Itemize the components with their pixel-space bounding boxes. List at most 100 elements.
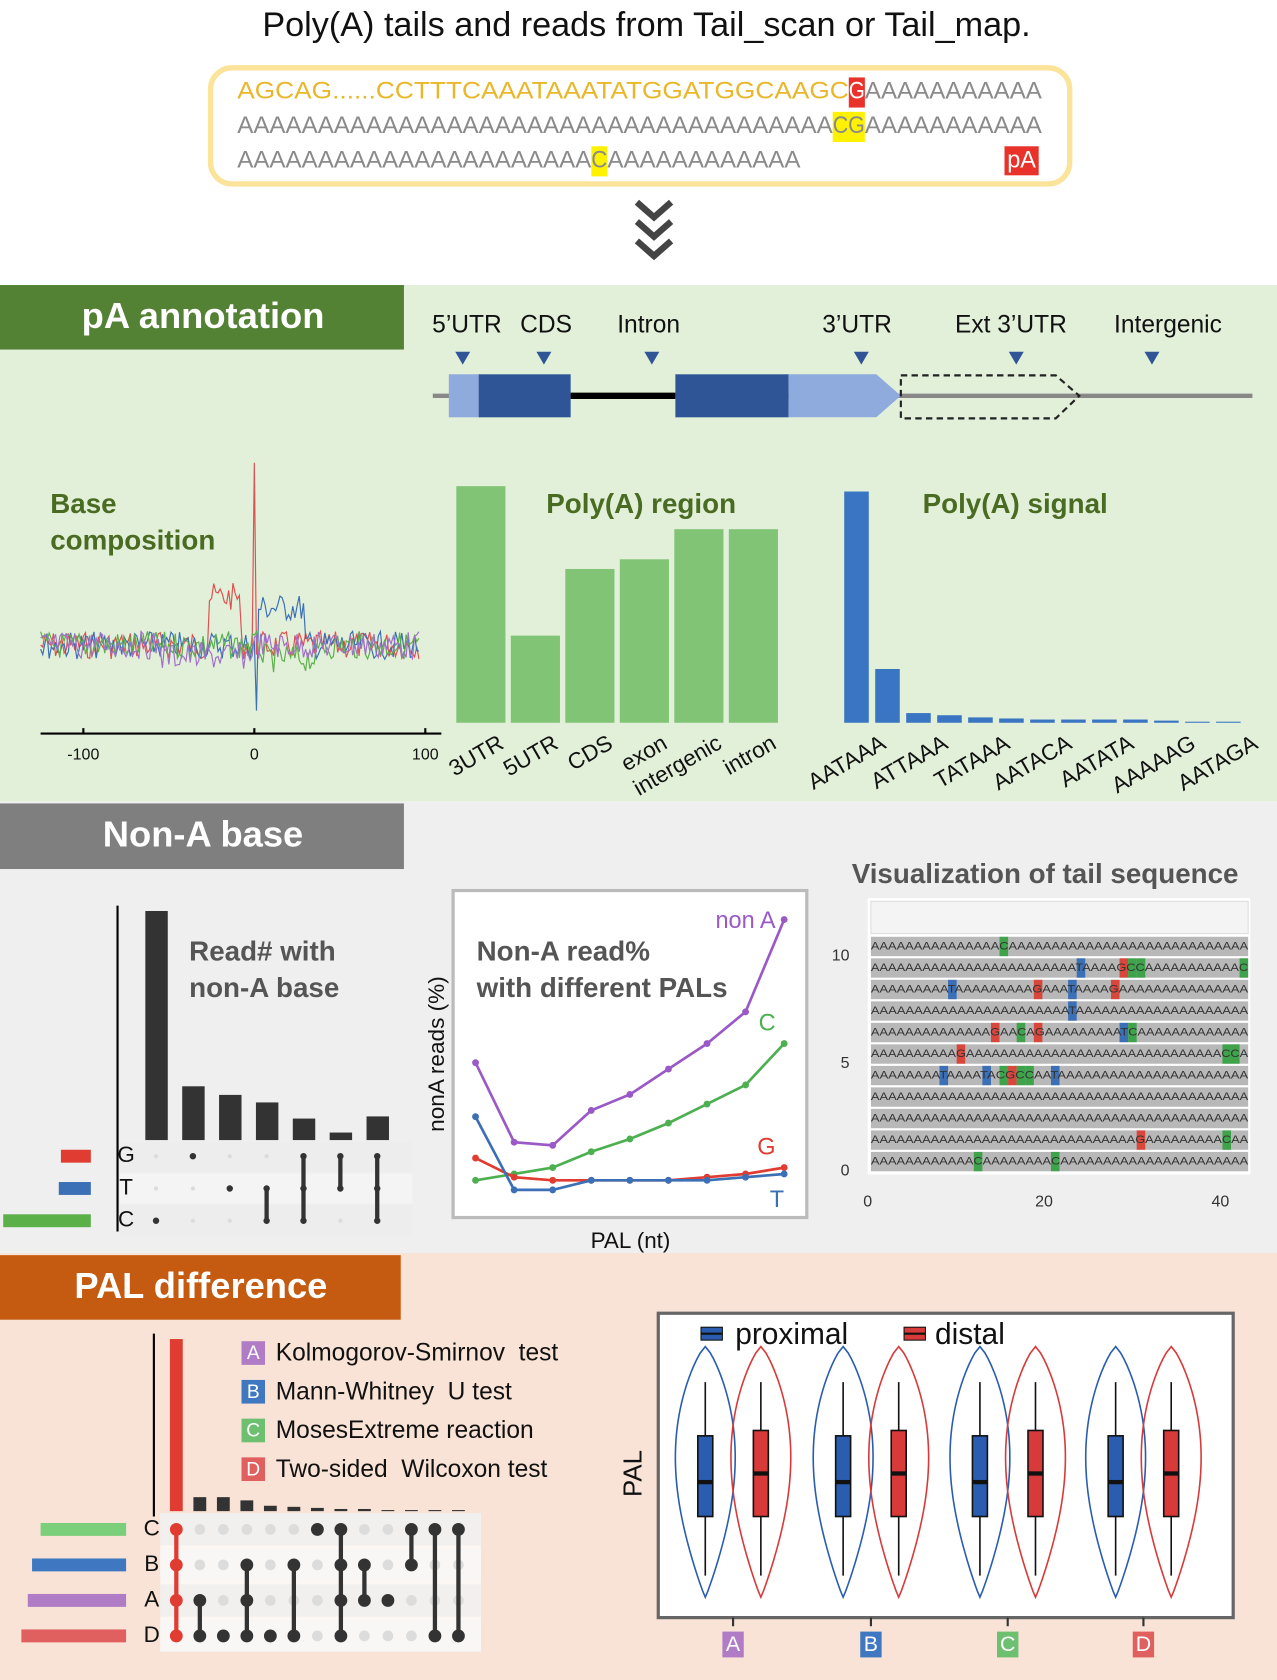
series-label: non A [715,907,775,933]
bar [1123,719,1148,723]
set-size-bar [27,1593,127,1607]
point [742,1173,749,1181]
tail-row [870,1001,1249,1021]
test-name: Two-sided Wilcoxon test [276,1456,548,1483]
matrix-dot [300,1217,307,1224]
sequence-text: AAAAAAAAAAAAAAAAAAAAAA [237,147,591,173]
point [742,1081,749,1089]
non-a-cell [1068,1001,1077,1021]
gene-model [432,374,1253,420]
matrix-dot [153,1186,159,1191]
test-letter: C [246,1421,260,1442]
series-label: T [770,1186,784,1212]
point [780,916,788,924]
axis-label: PAL [620,1450,648,1497]
point [510,1186,518,1194]
y-tick-label: 0 [841,1161,850,1179]
set-size-bar [3,1214,91,1228]
point [587,1106,595,1114]
feature-marker [1144,351,1160,365]
bar [1185,721,1210,723]
figure-title: Poly(A) tails and reads from Tail_scan o… [262,6,1030,44]
matrix-dot [265,1595,276,1606]
matrix-dot [189,1152,197,1160]
tail-sequence: AAAAAAAAAAAAAAAAAAAAAAAATAAAAGCCAAAAAAAA… [871,962,1249,974]
non-a-cell [1119,1022,1129,1043]
matrix-dot [312,1595,323,1606]
point [780,1040,788,1048]
x-tick-label: 20 [1035,1193,1053,1211]
matrix-dot [265,1559,276,1571]
non-a-cell [1076,958,1086,978]
y-tick-label: 5 [841,1054,850,1072]
non-a-cell [1033,979,1043,1000]
test-letter: A [247,1343,260,1364]
panel-title: Poly(A) region [546,488,736,519]
point [472,1176,479,1184]
violin [867,1345,930,1600]
bar [357,1508,371,1512]
test-name: Mann-Whitney U test [276,1378,512,1405]
axis-label: PAL (nt) [591,1228,671,1253]
non-a-cell [956,1044,966,1064]
point [549,1186,557,1194]
matrix-dot [374,1152,381,1160]
panel-title: Base [50,488,116,519]
feature-marker [536,351,552,365]
matrix-dot [337,1152,344,1160]
x-tick-label: 40 [1211,1193,1229,1211]
violin-frame [656,1311,1235,1620]
violin [949,1345,1011,1600]
matrix-dot [240,1558,254,1572]
bar [169,1339,183,1512]
set-label: A [144,1586,159,1611]
matrix-dot [263,1217,270,1224]
violin [812,1345,874,1600]
non-a-cell [1025,1065,1034,1086]
set-size-bar [21,1629,127,1643]
x-tick-label: 0 [863,1193,872,1211]
set-label: B [144,1551,159,1576]
matrix-dot [263,1629,277,1643]
non-a-cell [1119,958,1129,978]
violin [674,1345,737,1600]
bar [216,1497,230,1512]
group-badge [1132,1631,1155,1658]
non-a-cell [973,1151,983,1172]
feature-marker [1008,351,1024,365]
point [626,1135,634,1143]
matrix-dot [264,1154,269,1159]
tail-row [870,958,1249,978]
matrix-dot [240,1629,254,1643]
tail-row [870,1087,1249,1107]
panel-title: Poly(A) signal [923,488,1108,519]
set-size-bar [40,1522,127,1536]
non-a-cell [1050,1151,1060,1172]
matrix-dot [374,1185,381,1192]
x-tick-label: 0 [250,745,259,763]
bar [405,1510,418,1512]
test-badge [241,1418,266,1443]
point [703,1040,711,1048]
point [780,1164,788,1172]
feature-marker [853,351,869,365]
matrix-dot [405,1558,418,1572]
set-size-bar [58,1182,91,1195]
tail-row [870,1130,1249,1150]
point [472,1154,479,1162]
x-tick-label: 100 [412,745,439,763]
non-a-cell [1128,958,1137,978]
feature-label: Intergenic [1114,311,1222,338]
sequence-text: CG [833,112,865,138]
matrix-dot [381,1593,395,1607]
bar [219,1094,242,1141]
bar [844,491,869,723]
down-arrow [634,199,674,261]
bar [968,717,993,723]
violin [1004,1345,1067,1600]
matrix-dot [406,1595,417,1606]
matrix-dot [288,1524,300,1535]
bar [329,1132,353,1141]
x-tick-label: B [864,1632,878,1656]
point [626,1091,634,1098]
